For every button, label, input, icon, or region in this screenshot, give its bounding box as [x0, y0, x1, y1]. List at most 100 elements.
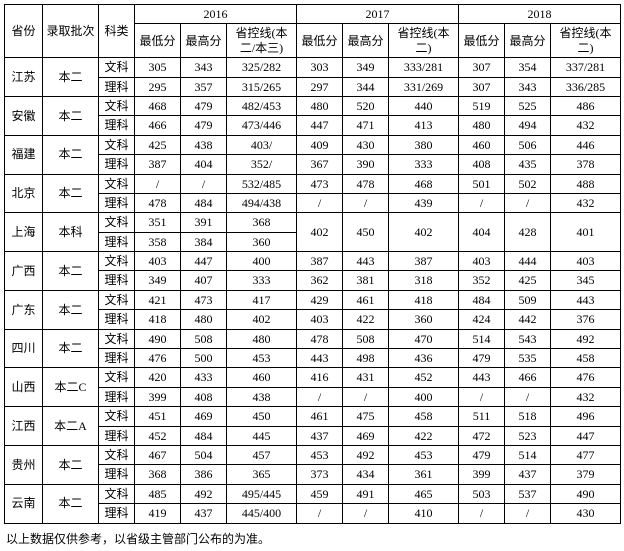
cell: 459: [297, 484, 343, 503]
cell: 480: [459, 116, 505, 135]
subject-cell: 文科: [99, 407, 135, 426]
cell: 492: [181, 484, 227, 503]
footnote: 以上数据仅供参考，以省级主管部门公布的为准。: [4, 530, 620, 547]
province-cell: 山西: [5, 368, 43, 407]
cell: 460: [227, 368, 297, 387]
cell: 436: [389, 349, 459, 368]
cell: /: [297, 504, 343, 523]
cell: 386: [181, 465, 227, 484]
cell: 504: [181, 445, 227, 464]
subject-cell: 理科: [99, 116, 135, 135]
cell: 368: [227, 213, 297, 232]
cell: 445: [227, 426, 297, 445]
cell: 343: [181, 58, 227, 77]
province-cell: 广东: [5, 290, 43, 329]
cell: 387: [389, 252, 459, 271]
cell: 480: [181, 310, 227, 329]
cell: 399: [459, 465, 505, 484]
cell: 511: [459, 407, 505, 426]
cell: 367: [297, 155, 343, 174]
header-low: 最低分: [459, 24, 505, 58]
header-high: 最高分: [505, 24, 551, 58]
cell: 444: [505, 252, 551, 271]
cell: 443: [551, 290, 621, 309]
cell: 438: [227, 387, 297, 406]
header-line: 省控线(本二): [389, 24, 459, 58]
cell: 442: [505, 310, 551, 329]
cell: 352: [459, 271, 505, 290]
cell: 518: [505, 407, 551, 426]
cell: 429: [297, 290, 343, 309]
cell: 453: [389, 445, 459, 464]
subject-cell: 文科: [99, 96, 135, 115]
table-row: 广东本二文科421473417429461418484509443: [5, 290, 621, 309]
subject-cell: 文科: [99, 213, 135, 232]
cell: 403: [297, 310, 343, 329]
batch-cell: 本二: [43, 58, 99, 97]
table-row: 北京本二文科//532/485473478468501502488: [5, 174, 621, 193]
subject-cell: 理科: [99, 271, 135, 290]
cell: /: [505, 193, 551, 212]
cell: 333: [389, 155, 459, 174]
cell: 461: [343, 290, 389, 309]
header-batch: 录取批次: [43, 5, 99, 58]
table-row: 上海本科文科351391368402450402404428401: [5, 213, 621, 232]
cell: 514: [505, 445, 551, 464]
cell: 467: [135, 445, 181, 464]
cell: 478: [135, 193, 181, 212]
header-high: 最高分: [181, 24, 227, 58]
province-cell: 安徽: [5, 96, 43, 135]
cell: 477: [551, 445, 621, 464]
cell: 509: [505, 290, 551, 309]
cell: 421: [135, 290, 181, 309]
cell: /: [297, 387, 343, 406]
cell: /: [459, 387, 505, 406]
cell: 408: [181, 387, 227, 406]
batch-cell: 本二: [43, 135, 99, 174]
cell: 450: [227, 407, 297, 426]
cell: 387: [135, 155, 181, 174]
cell: 333: [227, 271, 297, 290]
cell: 494: [505, 116, 551, 135]
cell: 307: [459, 77, 505, 96]
subject-cell: 理科: [99, 193, 135, 212]
cell: 351: [135, 213, 181, 232]
cell: 432: [551, 116, 621, 135]
header-province: 省份: [5, 5, 43, 58]
cell: 402: [389, 213, 459, 252]
cell: 345: [551, 271, 621, 290]
subject-cell: 文科: [99, 484, 135, 503]
cell: 484: [459, 290, 505, 309]
cell: 492: [551, 329, 621, 348]
subject-cell: 理科: [99, 426, 135, 445]
batch-cell: 本二C: [43, 368, 99, 407]
cell: 543: [505, 329, 551, 348]
cell: 408: [459, 155, 505, 174]
province-cell: 上海: [5, 213, 43, 252]
cell: 344: [343, 77, 389, 96]
cell: /: [459, 504, 505, 523]
cell: 473/446: [227, 116, 297, 135]
cell: 401: [551, 213, 621, 252]
cell: 331/269: [389, 77, 459, 96]
cell: 535: [505, 349, 551, 368]
cell: /: [181, 174, 227, 193]
header-line: 省控线(本二): [551, 24, 621, 58]
cell: 416: [297, 368, 343, 387]
cell: 450: [343, 213, 389, 252]
cell: 390: [343, 155, 389, 174]
cell: 400: [389, 387, 459, 406]
admission-scores-table: 省份 录取批次 科类 2016 2017 2018 最低分 最高分 省控线(本二…: [4, 4, 621, 524]
cell: 380: [389, 135, 459, 154]
cell: 478: [297, 329, 343, 348]
cell: 373: [297, 465, 343, 484]
cell: 471: [343, 116, 389, 135]
cell: 453: [297, 445, 343, 464]
cell: 430: [551, 504, 621, 523]
cell: 502: [505, 174, 551, 193]
province-cell: 北京: [5, 174, 43, 213]
cell: 435: [505, 155, 551, 174]
batch-cell: 本二: [43, 174, 99, 213]
cell: 476: [135, 349, 181, 368]
cell: 501: [459, 174, 505, 193]
